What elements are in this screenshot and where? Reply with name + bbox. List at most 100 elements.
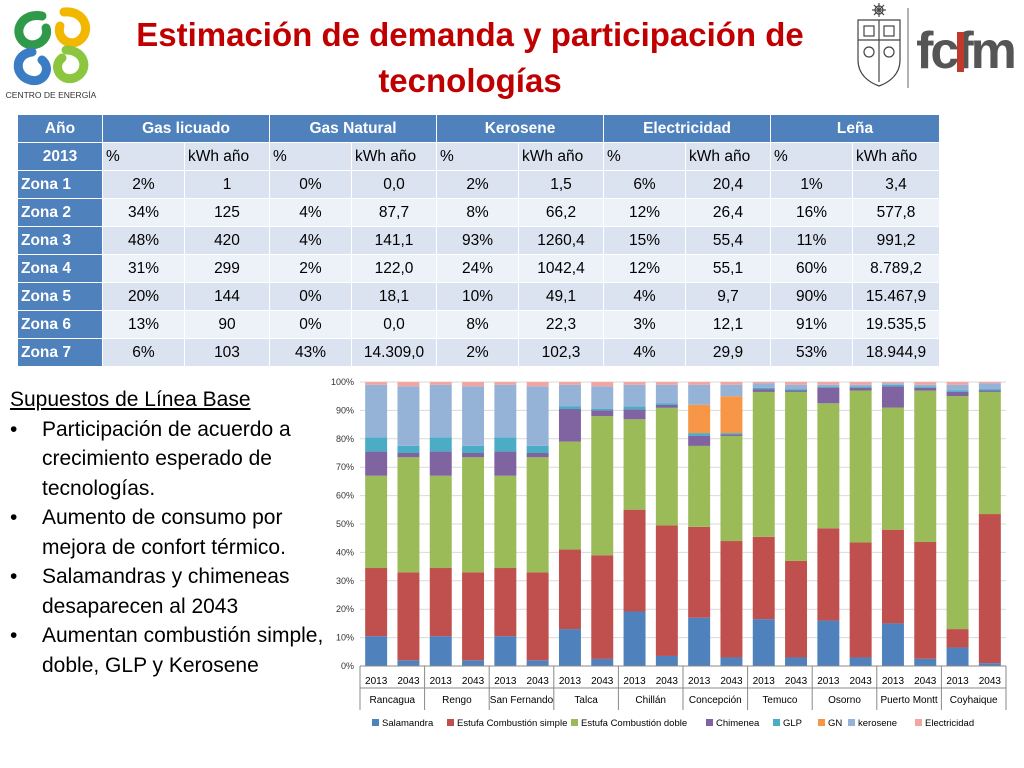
table-cell: 2%	[436, 170, 520, 199]
bar-segment	[591, 408, 614, 411]
bar-segment	[494, 636, 517, 666]
bar-segment	[623, 419, 646, 510]
table-row: Zona 5 20% 144 0% 18,1 10% 49,1 4% 9,7 90% 15.467,…	[17, 282, 941, 311]
bar-segment	[688, 404, 711, 434]
bar-segment	[914, 382, 937, 385]
bar-segment	[397, 445, 420, 453]
bar-segment	[849, 542, 872, 658]
legend-label: Electricidad	[925, 718, 974, 729]
table-subheader: kWh año	[184, 142, 270, 171]
bar-segment	[494, 384, 517, 438]
bar-segment	[785, 384, 808, 390]
bar-segment	[365, 475, 388, 569]
table-cell: 26,4	[685, 198, 772, 227]
table-cell: 1042,4	[518, 254, 605, 283]
table-cell: 55,1	[685, 254, 772, 283]
y-tick-label: 80%	[336, 434, 354, 444]
x-tick-label-year: 2043	[656, 676, 679, 687]
table-zone-label: Zona 4	[17, 254, 103, 283]
bar-segment	[429, 437, 452, 452]
legend-label: Salamandra	[382, 718, 434, 729]
table-cell: 12%	[603, 198, 687, 227]
bullet-icon: •	[10, 506, 18, 529]
bar-segment	[462, 457, 485, 573]
bar-segment	[462, 445, 485, 453]
table-cell: 0%	[269, 170, 352, 199]
bar-segment	[526, 660, 549, 666]
bar-segment	[526, 382, 549, 387]
table-corner-label: Año	[17, 114, 103, 143]
table-cell: 102,3	[518, 338, 605, 367]
x-tick-label-year: 2043	[527, 676, 550, 687]
y-tick-label: 40%	[336, 547, 354, 557]
x-tick-label-year: 2013	[817, 676, 840, 687]
bar-segment	[817, 387, 840, 404]
assumption-item: • Participación de acuerdo a crecimiento …	[10, 415, 326, 504]
table-zone-label: Zona 1	[17, 170, 103, 199]
y-tick-label: 20%	[336, 604, 354, 614]
table-cell: 49,1	[518, 282, 605, 311]
table-group-header: Gas licuado	[102, 114, 270, 143]
bar-segment	[397, 457, 420, 573]
bar-segment	[462, 386, 485, 446]
table-subheader: kWh año	[685, 142, 772, 171]
bar-segment	[365, 568, 388, 637]
x-tick-label-city: Rancagua	[370, 695, 416, 706]
bar-segment	[365, 451, 388, 476]
bar-segment	[881, 382, 904, 384]
table-cell: 141,1	[350, 226, 438, 255]
table-cell: 9,7	[685, 282, 772, 311]
bar-segment	[881, 623, 904, 666]
bar-segment	[914, 387, 937, 391]
table-zone-label: Zona 2	[17, 198, 103, 227]
bar-segment	[849, 384, 872, 387]
assumption-text: Aumentan combustión simple, doble, GLP y…	[42, 624, 324, 677]
y-tick-label: 10%	[336, 633, 354, 643]
table-cell: 53%	[770, 338, 854, 367]
bar-segment	[655, 403, 678, 405]
bar-segment	[720, 435, 743, 542]
legend-label: GLP	[783, 718, 802, 729]
legend-label: Chimenea	[716, 718, 760, 729]
bar-segment	[881, 407, 904, 530]
bar-segment	[526, 386, 549, 446]
bar-segment	[946, 382, 969, 385]
table-cell: 20%	[102, 282, 185, 311]
x-tick-label-city: Chillán	[635, 695, 666, 706]
table-cell: 60%	[770, 254, 854, 283]
table-cell: 2%	[269, 254, 352, 283]
table-cell: 8.789,2	[852, 254, 941, 283]
bar-segment	[655, 384, 678, 404]
bar-segment	[655, 525, 678, 656]
bar-segment	[397, 453, 420, 458]
bar-segment	[881, 384, 904, 387]
fcfm-logo: fcfm	[857, 3, 1018, 88]
bar-segment	[623, 382, 646, 385]
bar-segment	[558, 382, 581, 385]
bar-segment	[785, 391, 808, 561]
legend-swatch	[571, 719, 578, 726]
table-cell: 0%	[269, 282, 352, 311]
bar-segment	[978, 383, 1001, 390]
table-cell: 48%	[102, 226, 185, 255]
table-cell: 4%	[603, 338, 687, 367]
table-cell: 19.535,5	[852, 310, 941, 339]
bar-segment	[881, 529, 904, 624]
bar-segment	[494, 437, 517, 452]
x-tick-label-year: 2013	[946, 676, 969, 687]
x-tick-label-year: 2013	[494, 676, 517, 687]
table-row: Zona 6 13% 90 0% 0,0 8% 22,3 3% 12,1 91% 19.535,5	[17, 310, 941, 339]
x-tick-label-year: 2013	[623, 676, 646, 687]
bar-segment	[688, 526, 711, 618]
assumption-text: Participación de acuerdo a crecimiento e…	[42, 417, 291, 500]
x-tick-label-year: 2013	[559, 676, 582, 687]
table-cell: 12%	[603, 254, 687, 283]
y-tick-label: 100%	[331, 377, 354, 387]
table-row: Zona 7 6% 103 43% 14.309,0 2% 102,3 4% 29,9 53% 18…	[17, 338, 941, 367]
table-cell: 2%	[436, 338, 520, 367]
bar-segment	[914, 390, 937, 543]
bar-segment	[558, 549, 581, 630]
x-tick-label-city: Concepción	[689, 695, 742, 706]
bar-segment	[752, 382, 775, 384]
table-cell: 4%	[269, 198, 352, 227]
